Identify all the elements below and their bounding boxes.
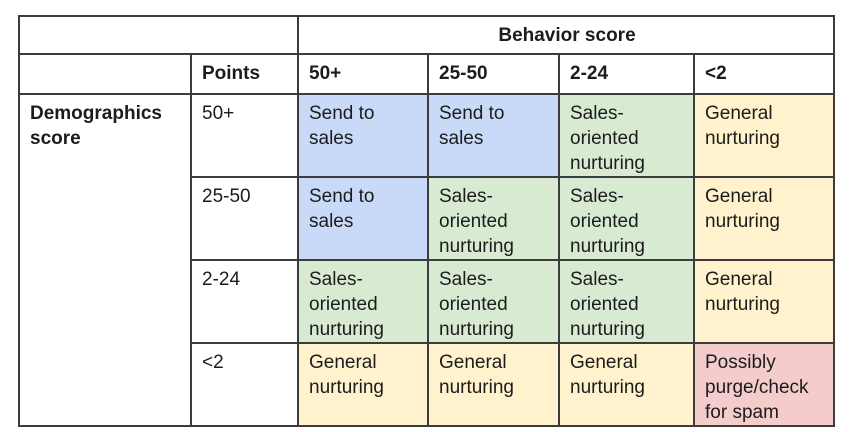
cell-label: General nurturing [705, 186, 780, 232]
matrix-cell: Send to sales [427, 93, 560, 178]
row-header-lt2: <2 [190, 342, 299, 427]
cell-label: Sales-oriented nurturing [439, 269, 514, 340]
cell-label: Send to sales [309, 186, 375, 232]
cell-label: Send to sales [309, 103, 375, 149]
matrix-cell: Sales-oriented nurturing [558, 93, 695, 178]
row-header-50plus: 50+ [190, 93, 299, 178]
behavior-score-group-header: Behavior score [297, 15, 835, 55]
matrix-cell: Possibly purge/check for spam [693, 342, 835, 427]
row-header-2-24: 2-24 [190, 259, 299, 344]
column-header-50plus: 50+ [297, 53, 429, 95]
matrix-row-25-50: 25-50 Send to sales Sales-oriented nurtu… [19, 176, 835, 261]
cell-label: Possibly purge/check for spam [705, 352, 809, 423]
cell-label: Sales-oriented nurturing [570, 103, 645, 174]
empty-corner-top [18, 15, 299, 55]
matrix-cell: Sales-oriented nurturing [427, 259, 560, 344]
cell-label: General nurturing [570, 352, 645, 398]
behavior-group-header-row: Behavior score [18, 15, 835, 55]
cell-label: General nurturing [309, 352, 384, 398]
column-header-lt2: <2 [693, 53, 835, 95]
cell-label: Sales-oriented nurturing [570, 186, 645, 257]
matrix-cell: General nurturing [693, 93, 835, 178]
points-header-row: Points 50+ 25-50 2-24 <2 [18, 53, 835, 95]
cell-label: Sales-oriented nurturing [309, 269, 384, 340]
cell-label: General nurturing [705, 269, 780, 315]
matrix-cell: General nurturing [558, 342, 695, 427]
matrix-cell: General nurturing [427, 342, 560, 427]
points-header: Points [190, 53, 299, 95]
matrix-cell: Send to sales [297, 176, 429, 261]
matrix-row-50plus: Demographics score 50+ Send to sales Sen… [18, 93, 835, 427]
matrix-cell: Sales-oriented nurturing [558, 176, 695, 261]
empty-corner-left [18, 53, 192, 95]
matrix-cell: Sales-oriented nurturing [297, 259, 429, 344]
lead-scoring-matrix-table: Behavior score Points 50+ 25-50 2-24 <2 … [18, 15, 835, 427]
cell-label: Send to sales [439, 103, 505, 149]
cell-label: General nurturing [439, 352, 514, 398]
row-header-25-50: 25-50 [190, 176, 299, 261]
matrix-cell: Sales-oriented nurturing [427, 176, 560, 261]
matrix-row-2-24: 2-24 Sales-oriented nurturing Sales-orie… [19, 259, 835, 344]
matrix-cell: Sales-oriented nurturing [558, 259, 695, 344]
matrix-cell: Send to sales [297, 93, 429, 178]
matrix-row-lt2: <2 General nurturing General nurturing G… [19, 342, 835, 427]
cell-label: Sales-oriented nurturing [570, 269, 645, 340]
matrix-cell: General nurturing [693, 176, 835, 261]
matrix-cell: General nurturing [693, 259, 835, 344]
column-header-25-50: 25-50 [427, 53, 560, 95]
column-header-2-24: 2-24 [558, 53, 695, 95]
cell-label: Sales-oriented nurturing [439, 186, 514, 257]
demographics-score-group-header: Demographics score [18, 93, 192, 427]
cell-label: General nurturing [705, 103, 780, 149]
matrix-cell: General nurturing [297, 342, 429, 427]
